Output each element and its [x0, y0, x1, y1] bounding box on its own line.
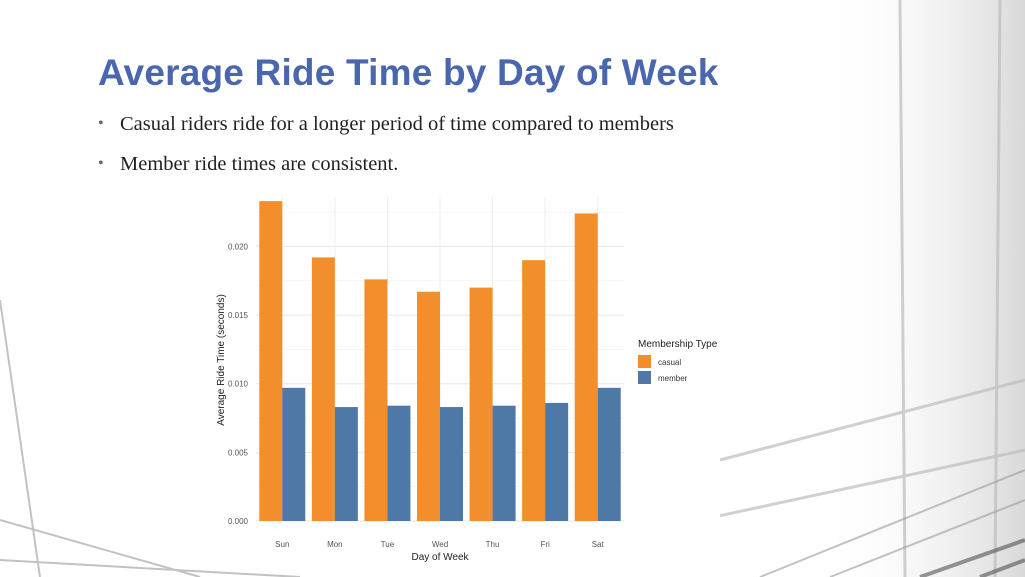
- x-axis-title: Day of Week: [411, 552, 469, 563]
- bar-member-sat: [597, 387, 621, 521]
- bullet-item: • Casual riders ride for a longer period…: [98, 110, 674, 150]
- x-tick-label: Sun: [275, 540, 289, 549]
- x-tick-label: Sat: [592, 540, 605, 549]
- bullet-dot-icon: •: [98, 155, 104, 172]
- bar-member-thu: [492, 405, 516, 521]
- bullet-list: • Casual riders ride for a longer period…: [98, 110, 674, 190]
- legend-swatch-member: [638, 371, 651, 384]
- bar-casual-tue: [364, 279, 388, 521]
- x-tick-label: Fri: [540, 540, 550, 549]
- bullet-dot-icon: •: [98, 115, 104, 132]
- bar-member-fri: [545, 402, 569, 521]
- x-tick-label: Thu: [486, 540, 500, 549]
- y-axis-title: Average Ride Time (seconds): [216, 294, 227, 426]
- bar-casual-thu: [469, 287, 493, 521]
- bar-casual-fri: [522, 260, 546, 521]
- bar-casual-sun: [259, 201, 283, 521]
- bullet-text: Member ride times are consistent.: [120, 153, 399, 175]
- y-tick-label: 0.020: [228, 242, 249, 251]
- bar-member-sun: [282, 387, 306, 521]
- legend-swatch-casual: [638, 355, 651, 368]
- bar-casual-wed: [417, 291, 440, 521]
- y-tick-label: 0.005: [228, 448, 249, 457]
- bar-member-mon: [334, 407, 358, 521]
- y-tick-label: 0.000: [228, 517, 249, 526]
- bullet-text: Casual riders ride for a longer period o…: [120, 113, 674, 135]
- chart-panel: 0.000 0.005 0.010 0.015 0.020 Sun Mon Tue Wed Thu…: [208, 183, 720, 566]
- legend-label-casual: casual: [658, 358, 681, 367]
- x-tick-label: Mon: [327, 540, 343, 549]
- bar-casual-mon: [311, 257, 335, 521]
- y-tick-label: 0.010: [228, 380, 249, 389]
- bar-casual-sat: [574, 213, 598, 521]
- bullet-item: • Member ride times are consistent.: [98, 150, 674, 190]
- slide-title: Average Ride Time by Day of Week: [98, 52, 719, 93]
- bar-chart: 0.000 0.005 0.010 0.015 0.020 Sun Mon Tue Wed Thu…: [216, 197, 718, 563]
- x-tick-label: Tue: [381, 540, 395, 549]
- legend-label-member: member: [658, 374, 688, 383]
- x-tick-label: Wed: [432, 540, 448, 549]
- bar-member-tue: [387, 405, 411, 521]
- bar-member-wed: [440, 407, 463, 521]
- y-tick-label: 0.015: [228, 311, 249, 320]
- legend-title: Membership Type: [638, 339, 718, 350]
